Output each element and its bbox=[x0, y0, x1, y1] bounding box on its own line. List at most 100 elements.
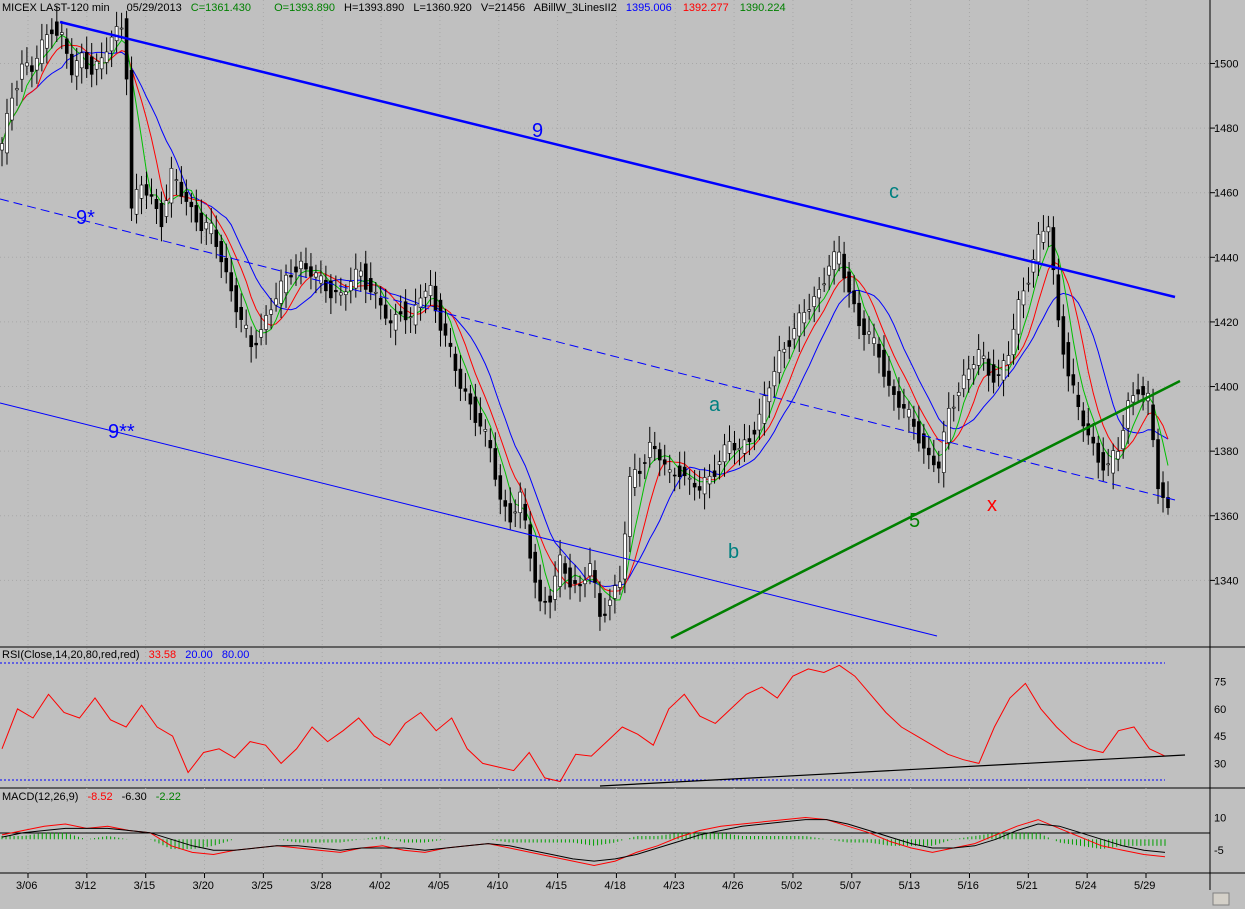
trendline-9 bbox=[59, 20, 1176, 299]
date-tick-label: 4/15 bbox=[546, 880, 567, 892]
label-x: x bbox=[987, 494, 997, 516]
price-bar-body bbox=[647, 442, 652, 458]
trendline-5 bbox=[670, 379, 1181, 640]
date-tick-label: 4/10 bbox=[487, 880, 508, 892]
price-bar-body bbox=[583, 579, 587, 585]
price-bar-body bbox=[154, 198, 159, 209]
price-bar-body bbox=[40, 39, 44, 64]
price-bar-body bbox=[249, 335, 253, 348]
price-bar-body bbox=[1051, 227, 1056, 271]
price-bar-body bbox=[812, 296, 817, 307]
price-tick-label: 1420 bbox=[1214, 317, 1238, 329]
price-bar-body bbox=[513, 511, 518, 514]
date-tick-label: 3/12 bbox=[75, 880, 96, 892]
price-bar-body bbox=[443, 323, 448, 336]
header-symbol: MICEX LAST-120 min bbox=[2, 2, 110, 14]
price-bar-body bbox=[423, 290, 428, 298]
price-bar-body bbox=[603, 613, 607, 616]
rsi-value: 33.58 bbox=[149, 649, 177, 661]
rsi-axis: 30 45 60 75 bbox=[1214, 677, 1226, 771]
price-bar-body bbox=[264, 315, 268, 330]
price-bar-body bbox=[956, 391, 961, 396]
price-bar-body bbox=[1026, 282, 1031, 285]
macd-tick-label: -5 bbox=[1214, 845, 1224, 857]
price-bar-body bbox=[638, 470, 642, 474]
price-bar-body bbox=[1081, 410, 1086, 427]
price-bar-body bbox=[1046, 226, 1051, 233]
price-tick-label: 1360 bbox=[1214, 511, 1238, 523]
price-bar-body bbox=[358, 270, 363, 277]
date-tick-label: 4/02 bbox=[369, 880, 390, 892]
price-bar-body bbox=[254, 342, 258, 346]
price-bar-body bbox=[907, 409, 911, 418]
price-bar-body bbox=[852, 290, 856, 305]
price-bar-body bbox=[857, 302, 861, 327]
date-tick-label: 5/24 bbox=[1075, 880, 1096, 892]
price-bar-body bbox=[1006, 355, 1011, 366]
price-bar-body bbox=[94, 60, 99, 70]
header-open: O=1393.890 bbox=[274, 2, 335, 14]
header-indicator: ABillW_3LinesII2 bbox=[534, 2, 617, 14]
price-bar-body bbox=[10, 97, 14, 121]
price-bar-body bbox=[558, 554, 562, 587]
price-tick-label: 1500 bbox=[1214, 58, 1238, 70]
price-bar-body bbox=[99, 57, 104, 70]
price-bar-body bbox=[30, 65, 34, 72]
price-bar-body bbox=[1041, 230, 1046, 243]
price-bar-body bbox=[862, 318, 866, 336]
label-c: c bbox=[889, 181, 899, 203]
price-bar-body bbox=[149, 194, 154, 197]
grid-lines bbox=[0, 0, 1210, 873]
price-bar-body bbox=[473, 396, 478, 423]
price-bar-body bbox=[314, 272, 318, 278]
price-bar-body bbox=[523, 503, 528, 521]
price-bar-body bbox=[822, 283, 826, 286]
price-bar-body bbox=[563, 563, 567, 574]
price-bar-body bbox=[652, 445, 657, 450]
price-bar-body bbox=[961, 374, 966, 390]
date-tick-label: 4/23 bbox=[663, 880, 684, 892]
price-tick-label: 1400 bbox=[1214, 382, 1238, 394]
label-9-double-star: 9** bbox=[108, 421, 135, 443]
price-bar-body bbox=[25, 62, 29, 67]
rsi-line bbox=[1, 664, 1166, 783]
price-bar-body bbox=[752, 429, 757, 435]
price-bar-body bbox=[991, 364, 996, 383]
price-bar-body bbox=[702, 477, 707, 495]
price-bar-body bbox=[707, 475, 712, 485]
price-bar-body bbox=[887, 370, 891, 386]
price-bar-body bbox=[722, 444, 727, 463]
price-bar-body bbox=[518, 491, 523, 514]
date-tick-label: 3/06 bbox=[16, 880, 37, 892]
price-bar-body bbox=[533, 551, 537, 583]
price-bar-body bbox=[1001, 360, 1006, 381]
date-tick-label: 5/02 bbox=[781, 880, 802, 892]
macd-histogram bbox=[1, 832, 1166, 850]
price-bar-body bbox=[179, 181, 184, 197]
price-bar-body bbox=[618, 581, 622, 588]
price-bar-body bbox=[184, 191, 189, 202]
price-bar-body bbox=[737, 448, 742, 451]
price-bar-body bbox=[642, 462, 647, 464]
price-bar-body bbox=[912, 418, 916, 427]
price-bar-body bbox=[882, 349, 886, 377]
price-bar-body bbox=[981, 355, 986, 359]
price-bar-body bbox=[119, 27, 124, 30]
date-tick-label: 5/21 bbox=[1016, 880, 1037, 892]
corner-widget[interactable] bbox=[1212, 892, 1230, 906]
label-5: 5 bbox=[909, 510, 920, 532]
price-bar-body bbox=[1036, 234, 1041, 263]
macd-signal-line bbox=[1, 819, 1166, 862]
price-bar-body bbox=[124, 18, 129, 80]
price-bar-body bbox=[344, 291, 348, 295]
price-bar-body bbox=[672, 474, 677, 477]
price-bar-body bbox=[966, 368, 971, 380]
rsi-tick-label: 30 bbox=[1214, 758, 1226, 770]
price-bar-body bbox=[1091, 436, 1096, 444]
price-bar-body bbox=[15, 88, 19, 91]
price-bar-body bbox=[109, 36, 114, 52]
price-bar-body bbox=[1071, 374, 1076, 386]
date-tick-label: 4/26 bbox=[722, 880, 743, 892]
price-bar-body bbox=[787, 340, 792, 347]
